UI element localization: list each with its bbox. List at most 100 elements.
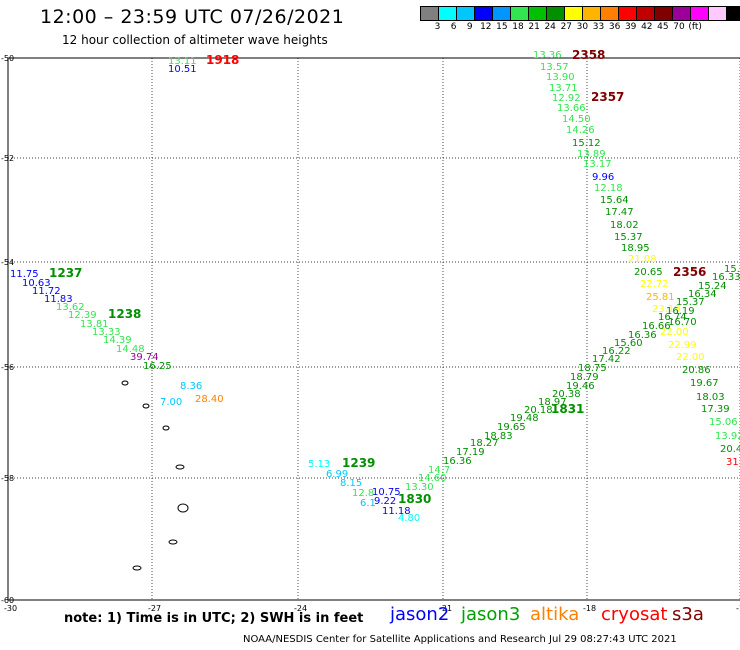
swh-value: 5.13 [308,459,330,470]
swh-value: 39.74 [130,352,159,363]
lon-label: -27 [148,604,161,613]
swh-value: 6.99 [326,469,348,480]
swh-value: 19.65 [497,422,526,433]
swh-value: 16.36 [443,456,472,467]
swh-value: 11.18 [382,506,411,517]
swh-value: 20.65 [634,267,663,278]
swh-value: 28.40 [195,394,224,405]
color-scale-label: 15 [496,22,508,32]
color-scale-label: 6 [450,22,457,32]
swh-value: 15.06 [709,417,738,428]
swh-value: 15.60 [614,338,643,349]
satellite-legend-jason2: jason2 [390,604,450,625]
satellite-legend-jason3: jason3 [461,604,521,625]
color-scale-labels: 3 6 9 12 15 18 21 24 27 30 33 36 39 42 45 70 (ft) [421,22,740,34]
swh-value: 17.42 [592,354,621,365]
swh-value: 13.33 [92,327,121,338]
swh-value: 12.39 [68,310,97,321]
swh-value: 16.70 [668,317,697,328]
lon-label: -24 [294,604,307,613]
color-scale-label: 30 [576,22,589,32]
swh-value: 11.72 [32,286,61,297]
swh-value: 21.08 [628,254,657,265]
lon-label: -15 [736,604,740,613]
swh-value: 16.33 [712,272,740,283]
swh-value: 4.80 [398,513,420,524]
swh-value: 13.89 [577,149,606,160]
swh-value: 10.63 [22,278,51,289]
swh-value: 22.00 [676,352,705,363]
swh-value: 9.22 [374,496,396,507]
swh-value: 19.67 [690,378,719,389]
swh-value: 16.66 [642,321,671,332]
time-label: 1237 [49,266,82,280]
note-text: note: 1) Time is in UTC; 2) SWH is in fe… [64,611,364,626]
island-outline [142,403,150,409]
swh-value: 16.25 [143,361,172,372]
time-label: 1830 [398,492,431,506]
color-scale-label: 70 [673,22,685,32]
swh-value: 17.47 [605,207,634,218]
swh-value: 11.75 [10,269,39,280]
satellite-legend-s3a: s3a [672,604,704,625]
swh-value: 13.66 [557,103,586,114]
swh-value: 16.36 [628,330,657,341]
color-scale-label: (ft) [688,22,702,32]
time-label: 1831 [551,402,584,416]
swh-value: 16.19 [666,306,695,317]
swh-value: 20.86 [682,365,711,376]
island-outline [177,503,189,513]
swh-value: 19.46 [566,381,595,392]
swh-value: 13.92 [715,431,740,442]
color-scale-label: 12 [480,22,492,32]
time-labels: 1918 2358 2357 1237 1238 2356 1239 1831 1830 [49,48,706,506]
swh-value: 20.4 [720,444,740,455]
color-scale-label: 9 [466,22,473,32]
swh-value: 13.30 [405,482,434,493]
swh-value: 18.83 [484,431,513,442]
time-label: 2357 [591,90,624,104]
page-subtitle: 12 hour collection of altimeter wave hei… [62,33,328,47]
swh-value: 13.81 [80,319,109,330]
time-label: 2356 [673,265,706,279]
swh-value: 13.71 [549,83,578,94]
swh-value: 19.48 [510,413,539,424]
swh-value: 7.00 [160,397,182,408]
swh-value: 18.03 [696,392,725,403]
footer-credit: NOAA/NESDIS Center for Satellite Applica… [243,634,677,645]
lon-label: -30 [4,604,17,613]
lat-label: -52 [1,154,14,163]
swh-value: 17.39 [701,404,730,415]
time-label: 1918 [206,53,239,67]
swh-value: 15.64 [600,195,629,206]
swh-value: 18.27 [470,438,499,449]
swh-value: 14.39 [103,335,132,346]
island-outline [175,464,185,470]
swh-value: 12.92 [552,93,581,104]
swh-value: 22.99 [668,340,697,351]
time-label: 2358 [572,48,605,62]
color-scale-label: 36 [608,22,621,32]
swh-value: 18.02 [610,220,639,231]
lon-label: -18 [583,604,596,613]
swh-value: 13.17 [583,159,612,170]
swh-value: 8.15 [340,478,362,489]
swh-value: 14.50 [562,114,591,125]
color-scale-label: 39 [624,22,637,32]
swh-value: 14.7 [428,465,450,476]
swh-value: 15.24 [698,281,727,292]
color-scale-label: 3 [434,22,441,32]
lon-label: -21 [439,604,452,613]
swh-value: 18.79 [570,372,599,383]
island-outline [121,380,129,386]
color-scale-label: 21 [528,22,540,32]
swh-value: 13.36 [533,50,562,61]
swh-value: 16.74 [658,312,687,323]
color-scale-bar [420,6,740,21]
graticule [7,57,740,601]
swh-value: 13.11 [168,56,197,67]
swh-value: 14.26 [566,125,595,136]
swh-value: 20.38 [552,389,581,400]
